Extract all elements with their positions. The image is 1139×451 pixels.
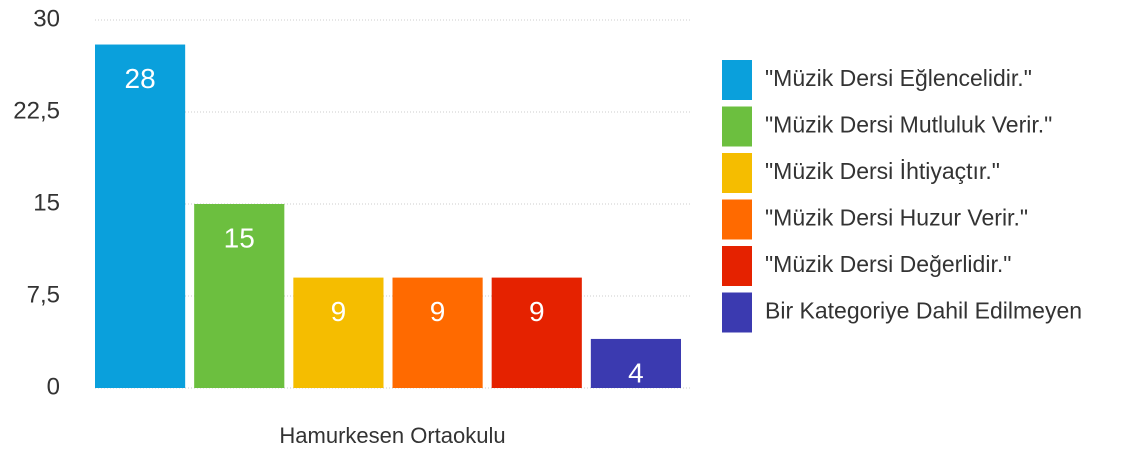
data-label: 9 bbox=[430, 296, 446, 327]
y-tick-label: 0 bbox=[47, 373, 60, 400]
legend-label: "Müzik Dersi Eğlencelidir." bbox=[765, 65, 1032, 91]
legend-swatch bbox=[722, 106, 752, 147]
data-label: 4 bbox=[628, 357, 644, 388]
y-tick-label: 7,5 bbox=[27, 281, 60, 308]
data-label: 15 bbox=[224, 222, 255, 253]
legend-swatch bbox=[722, 199, 752, 240]
legend-swatch bbox=[722, 292, 752, 333]
bar bbox=[590, 338, 681, 388]
data-label: 9 bbox=[529, 296, 545, 327]
data-label: 28 bbox=[125, 63, 156, 94]
y-tick-label: 30 bbox=[33, 5, 60, 32]
y-tick-label: 22,5 bbox=[13, 97, 60, 124]
legend-label: Bir Kategoriye Dahil Edilmeyen bbox=[765, 298, 1082, 324]
bar bbox=[194, 204, 285, 388]
legend-label: "Müzik Dersi Mutluluk Verir." bbox=[765, 112, 1052, 138]
legend-label: "Müzik Dersi İhtiyaçtır." bbox=[765, 158, 1000, 184]
legend-swatch bbox=[722, 60, 752, 100]
data-label: 9 bbox=[331, 296, 347, 327]
bar bbox=[392, 277, 483, 388]
legend-swatch bbox=[722, 246, 752, 286]
y-tick-label: 15 bbox=[33, 189, 60, 216]
bar bbox=[95, 44, 186, 389]
bar bbox=[293, 277, 384, 388]
x-tick-label: Hamurkesen Ortaokulu bbox=[279, 423, 505, 448]
legend-swatch bbox=[722, 153, 752, 193]
legend-label: "Müzik Dersi Değerlidir." bbox=[765, 251, 1011, 277]
legend-label: "Müzik Dersi Huzur Verir." bbox=[765, 205, 1028, 231]
bar bbox=[491, 277, 582, 388]
